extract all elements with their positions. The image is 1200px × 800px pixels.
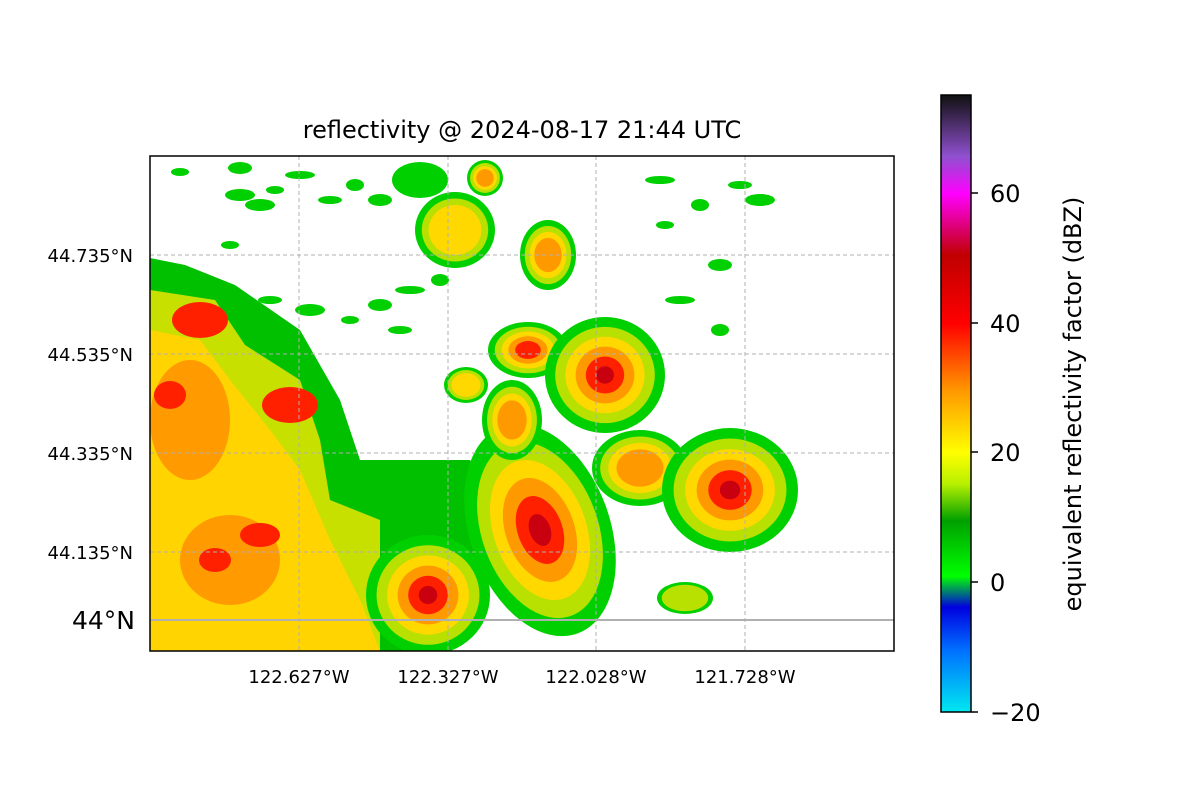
echo-cell [451, 373, 481, 397]
echo-cell [418, 586, 438, 604]
lon-tick-label: 122.327°W [397, 667, 498, 688]
plot-title: reflectivity @ 2024-08-17 21:44 UTC [303, 116, 741, 144]
echo-cell [719, 480, 741, 500]
colorbar-frame [940, 94, 972, 713]
echo-cell [431, 274, 449, 286]
echo-cell [728, 181, 752, 189]
echo-cell [515, 341, 541, 359]
echo-cell [318, 196, 342, 204]
colorbar-tick-label: −20 [990, 699, 1041, 727]
echo-cell [711, 324, 729, 336]
lat-tick-label: 44.135°N [48, 543, 133, 564]
echo-cell [258, 296, 282, 304]
echo-cell [154, 381, 186, 409]
radar-echoes [150, 160, 798, 651]
colorbar-ticks [971, 192, 978, 713]
echo-cell [428, 204, 482, 256]
colorbar-tick-label: 60 [990, 180, 1021, 208]
latitude-labels: 44.735°N 44.535°N 44.335°N 44.135°N 44°N [48, 246, 135, 635]
lon-tick-label: 122.028°W [545, 667, 646, 688]
gridlines [150, 156, 894, 651]
echo-cell [708, 259, 732, 271]
echo-cell [285, 171, 315, 179]
echo-cell [392, 162, 448, 198]
echo-cell [341, 316, 359, 324]
echo-cell [228, 162, 252, 174]
echo-cell [388, 326, 412, 334]
echo-cell [225, 189, 255, 201]
echo-cell [295, 304, 325, 316]
echo-cell [266, 186, 284, 194]
lon-tick-label: 121.728°W [694, 667, 795, 688]
echo-cell [476, 169, 494, 187]
echo-cell [150, 360, 230, 480]
echo-cell [665, 296, 695, 304]
echo-cell [691, 199, 709, 211]
echo-cell [171, 168, 189, 176]
echo-cell [528, 514, 552, 546]
longitude-labels: 122.627°W 122.327°W 122.028°W 121.728°W [248, 667, 795, 688]
echo-cell [395, 286, 425, 294]
echo-cell [661, 584, 709, 612]
colorbar: −20 0 20 40 60 equivalent reflectivity f… [940, 94, 1087, 727]
echo-cell [346, 179, 364, 191]
colorbar-gradient [941, 95, 971, 712]
lat-tick-label: 44.735°N [48, 246, 133, 267]
echo-cell [596, 366, 614, 384]
echo-cell [534, 237, 562, 273]
map-panel [149, 155, 895, 652]
echo-cell [368, 194, 392, 206]
echo-cell [245, 199, 275, 211]
colorbar-tick-label: 40 [990, 310, 1021, 338]
echo-cell [199, 548, 231, 572]
echo-cell [221, 241, 239, 249]
lat-reference-label: 44°N [72, 606, 135, 635]
echo-cell [172, 302, 228, 338]
map-frame [149, 155, 895, 652]
echo-cell [656, 221, 674, 229]
colorbar-label: equivalent reflectivity factor (dBZ) [1059, 197, 1087, 612]
echo-cell [616, 449, 664, 487]
echo-cell [368, 299, 392, 311]
echo-cell [497, 400, 527, 440]
echo-cell [240, 523, 280, 547]
echo-cell [745, 194, 775, 206]
colorbar-tick-label: 0 [990, 569, 1005, 597]
lat-tick-label: 44.535°N [48, 345, 133, 366]
echo-cell [262, 387, 318, 423]
colorbar-tick-label: 20 [990, 439, 1021, 467]
lat-tick-label: 44.335°N [48, 444, 133, 465]
lon-tick-label: 122.627°W [248, 667, 349, 688]
echo-cell [645, 176, 675, 184]
